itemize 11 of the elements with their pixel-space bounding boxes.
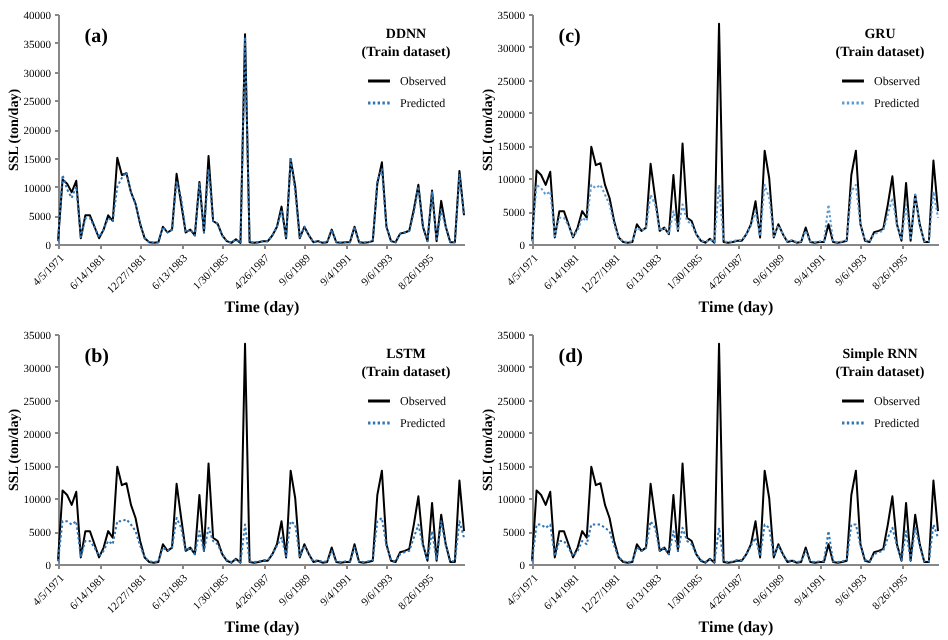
line-series [531, 22, 939, 244]
x-axis-title: Time (day) [224, 618, 301, 637]
x-axis-title: Time (day) [698, 298, 775, 317]
text: (d) [558, 346, 583, 368]
text: (a) [84, 26, 108, 48]
x-axis-title: Time (day) [224, 298, 301, 317]
text: (c) [558, 26, 581, 48]
text: (b) [84, 346, 109, 368]
line-series [57, 342, 465, 564]
line-series [531, 342, 939, 564]
x-axis-title: Time (day) [698, 618, 775, 637]
